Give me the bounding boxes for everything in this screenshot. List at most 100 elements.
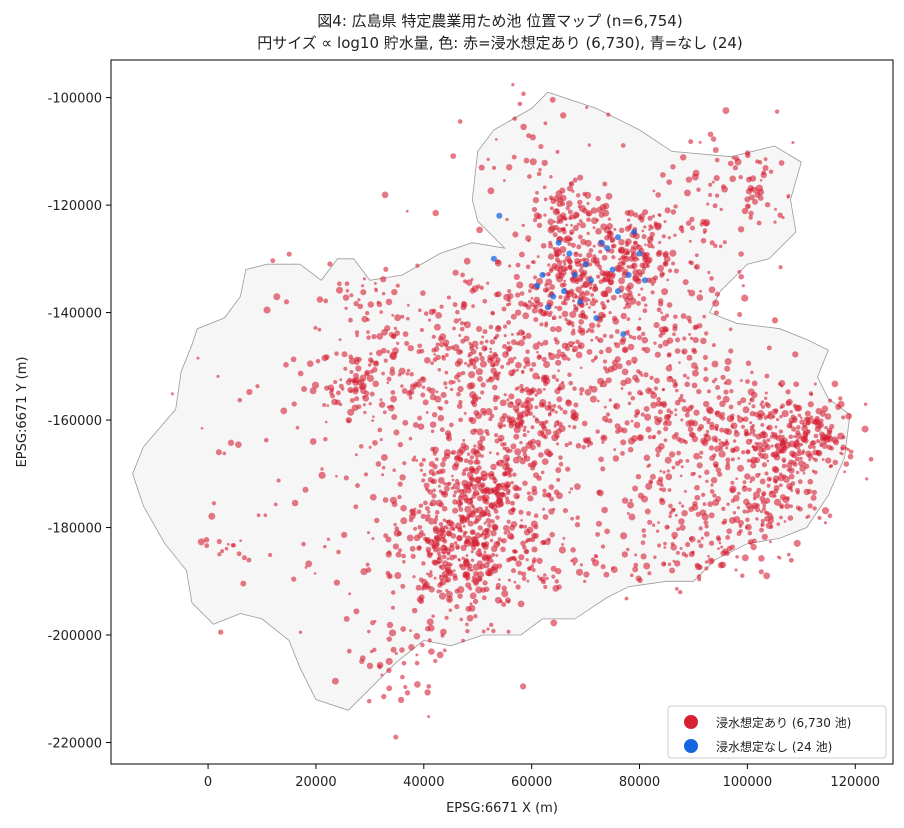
pond-point-inundation xyxy=(323,544,327,549)
pond-point-inundation xyxy=(542,507,546,511)
pond-point-inundation xyxy=(446,557,450,561)
pond-point-inundation xyxy=(584,388,592,396)
pond-point-no-inundation xyxy=(496,212,503,219)
pond-point-inundation xyxy=(514,448,522,456)
pond-point-inundation xyxy=(507,578,511,582)
pond-point-inundation xyxy=(286,251,292,257)
pond-point-inundation xyxy=(761,492,766,497)
pond-point-inundation xyxy=(521,446,528,454)
pond-point-inundation xyxy=(562,536,566,540)
pond-point-inundation xyxy=(393,522,397,527)
pond-point-inundation xyxy=(273,293,281,301)
pond-point-inundation xyxy=(526,579,530,583)
pond-point-inundation xyxy=(629,498,633,502)
pond-point-inundation xyxy=(730,498,736,503)
pond-point-inundation xyxy=(313,572,317,575)
pond-point-inundation xyxy=(470,536,477,542)
pond-point-inundation xyxy=(588,286,592,290)
pond-point-inundation xyxy=(709,240,715,246)
pond-point-inundation xyxy=(759,510,764,514)
pond-point-inundation xyxy=(662,252,668,258)
pond-point-inundation xyxy=(737,269,742,274)
pond-point-inundation xyxy=(470,550,474,554)
pond-point-inundation xyxy=(441,356,447,361)
pond-point-inundation xyxy=(354,453,358,457)
pond-point-inundation xyxy=(444,615,449,620)
pond-point-inundation xyxy=(427,572,433,578)
pond-point-inundation xyxy=(490,367,497,374)
pond-point-inundation xyxy=(549,284,556,290)
pond-point-inundation xyxy=(439,574,442,578)
pond-point-inundation xyxy=(554,579,560,584)
pond-point-inundation xyxy=(563,216,568,221)
pond-point-inundation xyxy=(591,217,598,225)
pond-point-inundation xyxy=(533,317,539,323)
pond-point-inundation xyxy=(593,310,596,314)
pond-point-inundation xyxy=(672,383,678,389)
pond-point-inundation xyxy=(565,223,568,227)
pond-point-inundation xyxy=(645,264,650,268)
pond-point-inundation xyxy=(443,482,447,486)
pond-point-inundation xyxy=(678,501,682,505)
pond-point-inundation xyxy=(537,376,541,380)
pond-point-inundation xyxy=(456,391,461,397)
pond-point-inundation xyxy=(495,554,499,557)
pond-point-inundation xyxy=(375,461,382,467)
pond-point-inundation xyxy=(441,490,449,498)
pond-point-inundation xyxy=(632,274,639,281)
pond-point-inundation xyxy=(749,425,754,430)
pond-point-inundation xyxy=(668,503,673,509)
pond-point-inundation xyxy=(423,311,429,316)
pond-point-inundation xyxy=(636,389,643,396)
pond-point-inundation xyxy=(640,553,647,560)
pond-point-inundation xyxy=(444,430,452,437)
pond-point-inundation xyxy=(434,514,439,519)
pond-point-inundation xyxy=(518,251,525,258)
pond-point-inundation xyxy=(638,317,642,321)
pond-point-inundation xyxy=(621,551,628,558)
pond-point-inundation xyxy=(780,449,785,454)
pond-point-inundation xyxy=(426,552,433,559)
pond-point-inundation xyxy=(641,270,645,275)
pond-point-inundation xyxy=(369,352,373,356)
pond-point-inundation xyxy=(799,456,803,461)
pond-point-inundation xyxy=(579,386,585,393)
pond-point-inundation xyxy=(645,256,653,264)
pond-point-inundation xyxy=(549,206,554,211)
pond-point-inundation xyxy=(476,465,482,471)
pond-point-inundation xyxy=(471,483,478,490)
pond-point-inundation xyxy=(527,495,534,502)
pond-point-inundation xyxy=(438,406,444,411)
pond-point-inundation xyxy=(748,210,754,216)
pond-point-inundation xyxy=(637,435,643,441)
pond-point-inundation xyxy=(570,414,577,420)
pond-point-inundation xyxy=(691,382,698,389)
pond-point-inundation xyxy=(565,319,573,326)
pond-point-inundation xyxy=(481,595,487,601)
pond-point-inundation xyxy=(837,400,845,408)
pond-point-inundation xyxy=(535,300,540,306)
pond-point-inundation xyxy=(638,272,643,278)
pond-point-inundation xyxy=(362,403,366,407)
pond-point-inundation xyxy=(734,568,738,572)
pond-point-inundation xyxy=(473,520,478,525)
pond-point-inundation xyxy=(489,622,494,627)
pond-point-inundation xyxy=(743,416,749,423)
pond-point-inundation xyxy=(713,438,717,441)
pond-point-inundation xyxy=(398,367,406,375)
pond-point-inundation xyxy=(575,568,584,576)
pond-point-inundation xyxy=(702,354,708,360)
pond-point-inundation xyxy=(390,590,396,595)
pond-point-no-inundation xyxy=(598,239,605,246)
pond-point-inundation xyxy=(654,351,661,358)
pond-point-inundation xyxy=(432,525,439,532)
pond-point-inundation xyxy=(613,227,617,231)
pond-point-inundation xyxy=(519,388,525,394)
pond-point-inundation xyxy=(548,484,555,490)
pond-point-inundation xyxy=(688,239,692,243)
pond-point-inundation xyxy=(241,555,247,561)
pond-point-inundation xyxy=(694,324,699,330)
pond-point-inundation xyxy=(522,428,527,433)
pond-point-inundation xyxy=(578,294,583,300)
pond-point-inundation xyxy=(664,420,667,424)
